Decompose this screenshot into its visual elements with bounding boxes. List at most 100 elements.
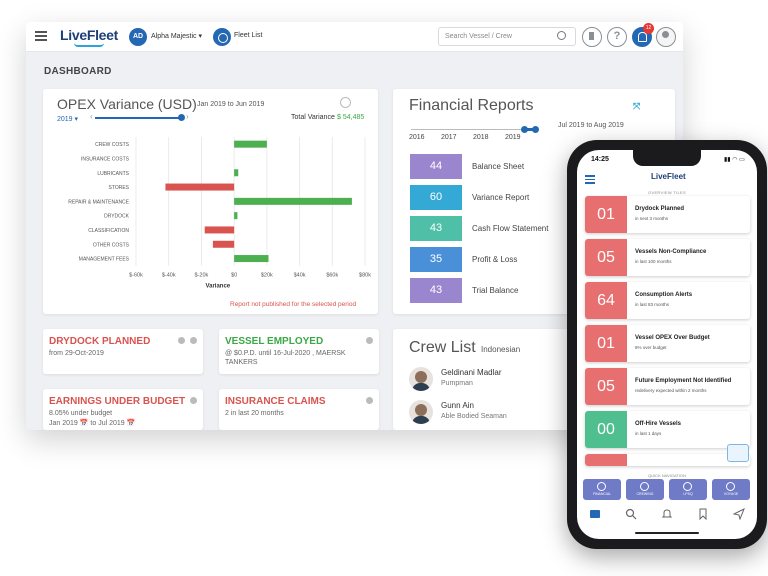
- tile-count: 05: [585, 239, 627, 276]
- report-row-balance-sheet[interactable]: 44 Balance Sheet: [410, 154, 630, 179]
- quick-nav-crewing[interactable]: CREWING: [626, 479, 664, 500]
- bookmark-icon[interactable]: [582, 27, 602, 47]
- dashboard-icon[interactable]: [589, 508, 601, 520]
- overview-tile[interactable]: 01 Drydock Planned in next 3 months: [585, 196, 750, 233]
- y-category-label: INSURANCE COSTS: [81, 156, 130, 162]
- year-label: 2017: [441, 134, 457, 141]
- overview-tile[interactable]: 05 Future Employment Not Identified rede…: [585, 368, 750, 405]
- overview-tile-partial[interactable]: [585, 454, 750, 466]
- x-tick-label: $0: [231, 273, 237, 279]
- expand-icon[interactable]: ⤧: [633, 101, 641, 111]
- insurance-claims-card[interactable]: INSURANCE CLAIMS 2 in last 20 months: [219, 389, 379, 430]
- card-subtitle-2: TANKERS: [225, 359, 258, 366]
- vessel-employed-card[interactable]: VESSEL EMPLOYED @ $0.P.D. until 16-Jul-2…: [219, 329, 379, 374]
- chevron-left-icon[interactable]: ‹: [90, 112, 93, 121]
- fleet-list-link[interactable]: Fleet List: [234, 32, 263, 39]
- top-bar: LiveFleet AD Alpha Majestic ▾ Fleet List…: [26, 22, 683, 52]
- tile-title: Future Employment Not Identified: [635, 378, 732, 384]
- search-icon[interactable]: [557, 31, 566, 40]
- bar: [212, 240, 235, 248]
- overview-section-label: OVERVIEW TILES: [648, 190, 686, 195]
- chevron-right-icon[interactable]: ›: [186, 112, 189, 121]
- vessel-selector[interactable]: Alpha Majestic ▾: [151, 33, 202, 40]
- opex-month-slider[interactable]: [95, 117, 183, 119]
- quick-nav-lpsq[interactable]: LPSQ: [669, 479, 707, 500]
- report-label: Trial Balance: [472, 286, 519, 295]
- tile-count: 00: [585, 411, 627, 448]
- crew-role: Pumpman: [441, 380, 473, 387]
- info-icon[interactable]: [366, 397, 373, 404]
- report-count: 43: [410, 216, 462, 241]
- report-row-variance-report[interactable]: 60 Variance Report: [410, 185, 630, 210]
- slider-handle-end[interactable]: [532, 126, 539, 133]
- search-icon[interactable]: [625, 508, 637, 520]
- bell-icon[interactable]: [661, 508, 673, 520]
- total-variance-value: $ 54,485: [337, 114, 365, 121]
- y-category-label: STORES: [109, 185, 130, 191]
- x-tick-label: $-20k: [195, 273, 209, 279]
- bar: [234, 197, 352, 205]
- chat-icon[interactable]: [727, 444, 749, 462]
- avatar: [409, 367, 433, 391]
- overview-tile[interactable]: 05 Vessels Non-Compliance in last 100 mo…: [585, 239, 750, 276]
- opex-search-icon[interactable]: [340, 97, 351, 108]
- fleet-list-icon[interactable]: [213, 28, 231, 46]
- bar: [234, 169, 239, 177]
- overview-tile[interactable]: 01 Vessel OPEX Over Budget 8% over budge…: [585, 325, 750, 362]
- drydock-planned-card[interactable]: DRYDOCK PLANNED from 29-Oct-2019: [43, 329, 203, 374]
- crew-row[interactable]: Gunn Ain Able Bodied Seaman: [409, 400, 609, 428]
- send-icon[interactable]: [733, 508, 745, 520]
- close-icon[interactable]: [178, 337, 185, 344]
- quick-nav-label: VOYAGE: [723, 492, 739, 496]
- tile-subtitle: in last 83 months: [635, 302, 670, 307]
- notification-bell-icon[interactable]: [632, 27, 652, 47]
- app-logo: LiveFleet: [651, 172, 686, 181]
- quick-nav-label: LPSQ: [683, 492, 693, 496]
- report-row-profit-loss[interactable]: 35 Profit & Loss: [410, 247, 630, 272]
- report-row-trial-balance[interactable]: 43 Trial Balance: [410, 278, 630, 303]
- bookmark-icon[interactable]: [697, 508, 709, 520]
- report-row-cash-flow[interactable]: 43 Cash Flow Statement: [410, 216, 630, 241]
- tile-subtitle: in next 3 months: [635, 216, 669, 221]
- info-icon[interactable]: [190, 397, 197, 404]
- tile-subtitle: 8% over budget: [635, 345, 667, 350]
- report-count: 35: [410, 247, 462, 272]
- y-category-label: LUBRICANTS: [97, 171, 129, 177]
- quick-nav-financial[interactable]: FINANCIAL: [583, 479, 621, 500]
- search-input[interactable]: Search Vessel / Crew: [438, 27, 576, 46]
- app-logo[interactable]: LiveFleet: [60, 27, 118, 43]
- report-label: Balance Sheet: [472, 162, 525, 171]
- crew-row[interactable]: Geldinani Madlar Pumpman: [409, 367, 609, 395]
- tile-subtitle: in last 1 days: [635, 431, 662, 436]
- earnings-under-budget-card[interactable]: EARNINGS UNDER BUDGET 8.05% under budget…: [43, 389, 203, 430]
- bottom-nav-bar: [577, 503, 757, 525]
- quick-nav-voyage[interactable]: VOYAGE: [712, 479, 750, 500]
- overview-tile[interactable]: 00 Off-Hire Vessels in last 1 days: [585, 411, 750, 448]
- avatar: [409, 400, 433, 424]
- card-subtitle: @ $0.P.D. until 16-Jul-2020 , MAERSK: [225, 350, 346, 357]
- overview-tile[interactable]: 64 Consumption Alerts in last 83 months: [585, 282, 750, 319]
- tile-subtitle: in last 100 months: [635, 259, 672, 264]
- crew-name: Geldinani Madlar: [441, 368, 502, 377]
- year-label: 2019: [505, 134, 521, 141]
- financial-year-slider[interactable]: [411, 126, 539, 134]
- shield-icon: [683, 482, 692, 491]
- hamburger-menu-icon[interactable]: [585, 175, 595, 184]
- vessel-avatar[interactable]: AD: [129, 28, 147, 46]
- crew-icon: [640, 482, 649, 491]
- crew-list-title: Crew List: [409, 339, 476, 356]
- card-date-range[interactable]: Jan 2019 📅 to Jul 2019 📅: [49, 420, 136, 427]
- x-tick-label: $20k: [261, 273, 273, 279]
- info-icon[interactable]: [366, 337, 373, 344]
- help-icon[interactable]: ?: [607, 27, 627, 47]
- user-profile-icon[interactable]: [656, 27, 676, 47]
- tile-title: Vessels Non-Compliance: [635, 249, 707, 255]
- opex-slider-handle[interactable]: [178, 114, 185, 121]
- tile-count: 01: [585, 325, 627, 362]
- info-icon[interactable]: [190, 337, 197, 344]
- report-label: Cash Flow Statement: [472, 224, 549, 233]
- slider-handle-start[interactable]: [521, 126, 528, 133]
- opex-year-dropdown[interactable]: 2019 ▾: [57, 116, 79, 123]
- hamburger-menu-icon[interactable]: [35, 31, 47, 41]
